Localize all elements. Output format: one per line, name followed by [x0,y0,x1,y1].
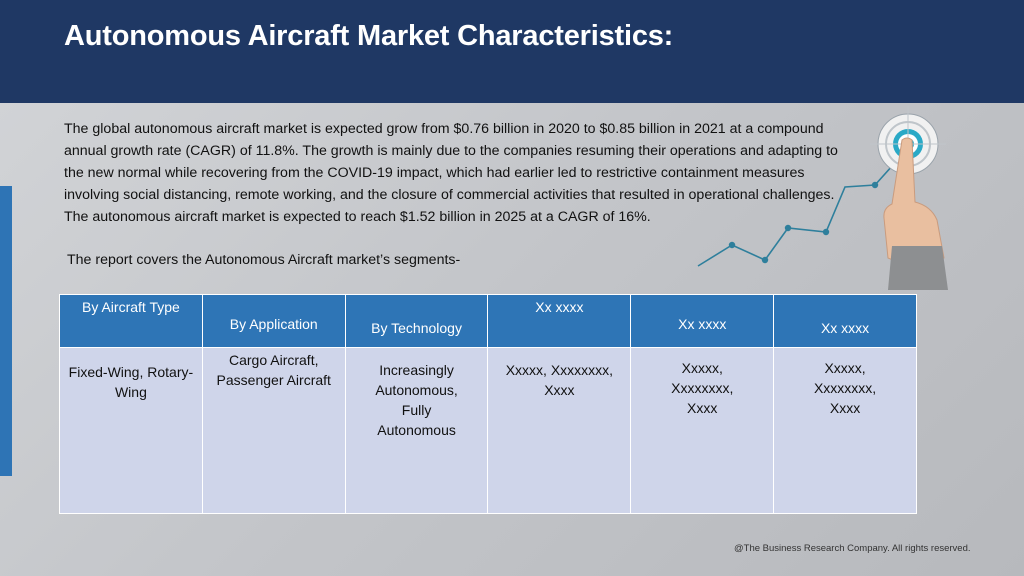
copyright-footer: @The Business Research Company. All righ… [734,543,971,554]
growth-target-illustration [697,106,948,290]
table-header-cell: By Application [201,294,346,348]
growth-line-icon [697,151,906,267]
table-header-cell: By Aircraft Type [59,294,203,348]
pointing-hand-icon [883,137,948,290]
table-cell: Increasingly Autonomous, Fully Autonomou… [344,347,489,514]
table-header-row: By Aircraft Type By Application By Techn… [59,294,917,348]
header-banner: Autonomous Aircraft Market Characteristi… [0,0,1024,103]
table-header-cell: Xx xxxx [487,294,632,348]
table-cell: Xxxxx, Xxxxxxxx, Xxxx [487,347,632,514]
table-cell: Xxxxx, Xxxxxxxx, Xxxx [773,347,917,514]
table-cell: Fixed-Wing, Rotary-Wing [59,347,203,514]
accent-bar [0,186,12,476]
table-header-cell: Xx xxxx [630,294,775,348]
segments-note: The report covers the Autonomous Aircraf… [67,252,461,268]
intro-paragraph: The global autonomous aircraft market is… [64,121,838,225]
table-cell: Xxxxx, Xxxxxxxx, Xxxx [630,347,775,514]
table-header-cell: Xx xxxx [773,294,917,348]
table-header-cell: By Technology [344,294,489,348]
segments-table: By Aircraft Type By Application By Techn… [59,294,917,514]
table-row: Fixed-Wing, Rotary-Wing Cargo Aircraft, … [59,347,917,514]
page-title: Autonomous Aircraft Market Characteristi… [64,20,674,52]
table-cell: Cargo Aircraft, Passenger Aircraft [201,347,346,514]
